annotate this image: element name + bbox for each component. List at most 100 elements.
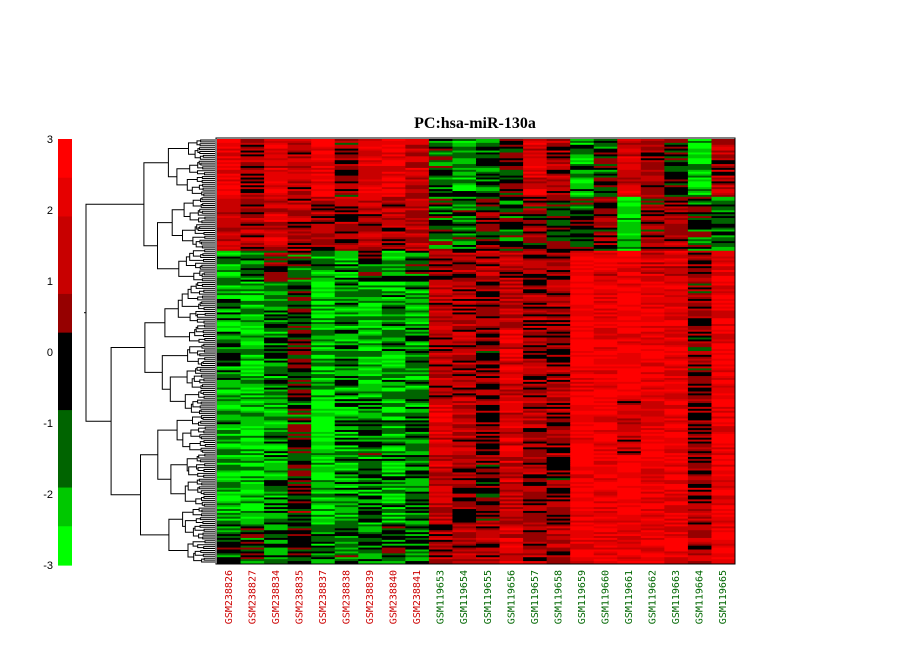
heatmap-cell xyxy=(311,206,336,209)
heatmap-cell xyxy=(593,437,618,441)
heatmap-cell xyxy=(264,401,289,404)
heatmap-cell xyxy=(264,351,289,354)
heatmap-cell xyxy=(711,183,736,186)
heatmap-cell xyxy=(617,298,642,302)
heatmap-cell xyxy=(334,534,359,537)
heatmap-cell xyxy=(217,553,242,556)
heatmap-cell xyxy=(546,455,571,458)
heatmap-cell xyxy=(570,435,595,439)
heatmap-cell xyxy=(452,493,477,497)
heatmap-cell xyxy=(640,491,665,495)
heatmap-cell xyxy=(640,381,665,385)
heatmap-cell xyxy=(217,235,242,238)
heatmap-cell xyxy=(358,148,383,152)
heatmap-cell xyxy=(240,534,265,537)
heatmap-cell xyxy=(546,183,571,186)
heatmap-cell xyxy=(476,468,501,471)
heatmap-cell xyxy=(687,503,712,506)
heatmap-cell xyxy=(452,289,477,292)
heatmap-cell xyxy=(546,233,571,236)
heatmap-cell xyxy=(711,518,736,522)
heatmap-cell xyxy=(476,464,501,468)
heatmap-cell xyxy=(452,383,477,387)
heatmap-cell xyxy=(264,489,289,493)
heatmap-cell xyxy=(217,507,242,510)
heatmap-cell xyxy=(311,480,336,483)
heatmap-cell xyxy=(240,433,265,437)
heatmap-cell xyxy=(476,256,501,259)
heatmap-cell xyxy=(264,518,289,522)
heatmap-cell xyxy=(711,179,736,182)
heatmap-cell xyxy=(664,235,689,238)
heatmap-cell xyxy=(287,202,312,206)
heatmap-cell xyxy=(405,271,430,275)
heatmap-cell xyxy=(240,158,265,161)
heatmap-cell xyxy=(240,472,265,475)
heatmap-cell xyxy=(405,295,430,298)
heatmap-cell xyxy=(240,389,265,392)
heatmap-cell xyxy=(240,516,265,520)
heatmap-cell xyxy=(476,300,501,304)
heatmap-cell xyxy=(664,505,689,508)
heatmap-cell xyxy=(546,146,571,150)
heatmap-cell xyxy=(523,142,548,146)
heatmap-cell xyxy=(570,379,595,383)
heatmap-cell xyxy=(617,497,642,500)
heatmap-cell xyxy=(523,356,548,360)
heatmap-cell xyxy=(593,281,618,285)
heatmap-cell xyxy=(287,233,312,236)
heatmap-cell xyxy=(640,372,665,375)
heatmap-cell xyxy=(476,507,501,510)
heatmap-cell xyxy=(523,279,548,283)
heatmap-cell xyxy=(687,449,712,452)
heatmap-cell xyxy=(617,495,642,498)
heatmap-cell xyxy=(381,410,406,414)
heatmap-cell xyxy=(287,271,312,275)
heatmap-cell xyxy=(617,304,642,308)
heatmap-cell xyxy=(593,553,618,556)
heatmap-cell xyxy=(217,252,242,256)
heatmap-cell xyxy=(570,248,595,252)
heatmap-cell xyxy=(476,139,501,142)
heatmap-cell xyxy=(264,229,289,233)
heatmap-cell xyxy=(428,512,453,516)
heatmap-cell xyxy=(287,339,312,342)
heatmap-cell xyxy=(311,466,336,470)
heatmap-cell xyxy=(476,277,501,281)
heatmap-cell xyxy=(499,173,524,177)
heatmap-cell xyxy=(334,322,359,325)
heatmap-cell xyxy=(640,270,665,273)
heatmap-cell xyxy=(358,408,383,412)
heatmap-cell xyxy=(264,140,289,144)
heatmap-cell xyxy=(264,526,289,529)
heatmap-cell xyxy=(711,300,736,304)
heatmap-cell xyxy=(523,185,548,188)
heatmap-cell xyxy=(381,351,406,354)
heatmap-cell xyxy=(476,233,501,236)
heatmap-cell xyxy=(358,381,383,385)
heatmap-cell xyxy=(240,541,265,545)
heatmap-cell xyxy=(311,216,336,219)
heatmap-cell xyxy=(405,140,430,144)
heatmap-cell xyxy=(264,377,289,381)
heatmap-cell xyxy=(687,221,712,225)
heatmap-cell xyxy=(428,320,453,323)
heatmap-cell xyxy=(381,275,406,279)
heatmap-cell xyxy=(523,146,548,150)
heatmap-cell xyxy=(617,266,642,269)
heatmap-cell xyxy=(264,447,289,450)
heatmap-cell xyxy=(476,497,501,500)
heatmap-cell xyxy=(546,179,571,182)
heatmap-cell xyxy=(428,310,453,313)
heatmap-cell xyxy=(617,297,642,300)
heatmap-cell xyxy=(264,352,289,356)
heatmap-cell xyxy=(593,140,618,144)
heatmap-cell xyxy=(264,318,289,321)
heatmap-cell xyxy=(334,300,359,304)
heatmap-cell xyxy=(664,536,689,539)
heatmap-cell xyxy=(687,393,712,396)
heatmap-cell xyxy=(217,169,242,173)
heatmap-cell xyxy=(687,543,712,547)
heatmap-cell xyxy=(311,370,336,373)
heatmap-cell xyxy=(593,447,618,450)
